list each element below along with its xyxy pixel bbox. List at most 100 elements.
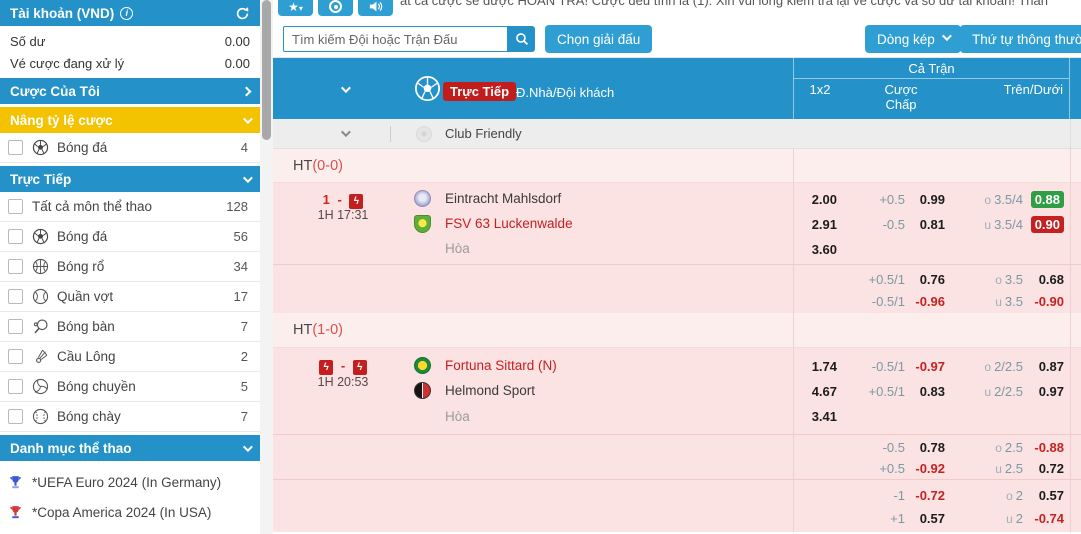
odd-under[interactable]: 0.90 <box>1023 216 1070 234</box>
my-bets-bar[interactable]: Cược Của Tôi <box>0 78 260 104</box>
sidebar-item-table-tennis[interactable]: Bóng bàn 7 <box>0 312 260 342</box>
odd-1x2[interactable]: 2.00 <box>811 192 837 207</box>
odd-1x2[interactable]: 2.91 <box>811 217 837 232</box>
double-line-button[interactable]: Dòng kép <box>865 25 961 53</box>
league-row[interactable]: Club Friendly <box>273 119 1081 149</box>
choose-league-label: Chọn giải đấu <box>557 31 641 47</box>
checkbox[interactable] <box>8 140 23 155</box>
odd-under[interactable]: -0.90 <box>1034 294 1064 309</box>
search-icon <box>515 32 529 46</box>
home-team-name[interactable]: Fortuna Sittard (N) <box>445 358 557 373</box>
item-label: Bóng bàn <box>57 319 115 334</box>
search-button[interactable] <box>508 26 535 52</box>
home-team-badge <box>414 190 431 207</box>
boost-item-soccer[interactable]: Bóng đá 4 <box>0 133 260 163</box>
odd-1x2[interactable]: 3.60 <box>811 242 837 257</box>
my-bets-label: Cược Của Tôi <box>10 83 100 99</box>
odd-1x2[interactable]: 3.41 <box>811 409 837 424</box>
checkbox[interactable] <box>8 259 23 274</box>
odd-handicap[interactable]: 0.83 <box>919 384 945 399</box>
checkbox[interactable] <box>8 409 23 424</box>
live-header-bar[interactable]: Trực Tiếp <box>0 166 260 192</box>
info-button[interactable] <box>318 0 353 16</box>
ou-line: o 2/2.5 <box>984 359 1023 374</box>
sidebar-item-baseball[interactable]: Bóng chày 7 <box>0 402 260 432</box>
search-input[interactable] <box>283 26 508 52</box>
item-count: 17 <box>233 289 248 304</box>
pending-label: Vé cược đang xử lý <box>10 55 125 71</box>
odd-handicap[interactable]: 0.76 <box>919 272 945 287</box>
favorites-button[interactable]: ★▾ <box>278 0 313 16</box>
tennis-icon <box>32 288 50 305</box>
checkbox[interactable] <box>8 379 23 394</box>
checkbox[interactable] <box>8 289 23 304</box>
chevron-right-icon <box>241 86 252 96</box>
away-team-name[interactable]: Helmond Sport <box>445 383 536 398</box>
col-over-under-header: Trên/Dưới <box>1003 82 1063 97</box>
odd-over[interactable]: -0.88 <box>1034 440 1064 455</box>
odds-line: 4.67 +0.5/1 0.83 u 2/2.5 0.97 <box>793 383 1070 401</box>
odd-handicap[interactable]: 0.57 <box>919 511 945 526</box>
balance-value: 0.00 <box>224 33 250 49</box>
odd-handicap[interactable]: 0.78 <box>919 440 945 455</box>
collapse-all-icon[interactable] <box>340 83 351 94</box>
odd-handicap[interactable]: -0.92 <box>915 461 945 476</box>
odd-handicap[interactable]: -0.96 <box>915 294 945 309</box>
odd-over[interactable]: 0.88 <box>1023 191 1070 209</box>
refresh-icon[interactable] <box>235 6 250 21</box>
scrollbar-thumb[interactable] <box>262 0 271 140</box>
boost-item-label: Bóng đá <box>57 140 108 155</box>
ou-line: u 2.5 <box>995 461 1023 476</box>
sidebar-item-basketball[interactable]: Bóng rổ 34 <box>0 252 260 282</box>
league-name: Club Friendly <box>445 126 522 141</box>
checkbox[interactable] <box>8 229 23 244</box>
live-badge: Trực Tiếp <box>443 82 517 101</box>
odds-line: +0.5 -0.92 u 2.5 0.72 <box>793 460 1070 478</box>
star-icon: ★▾ <box>288 0 303 14</box>
match-score: ϟ - ϟ <box>273 358 413 375</box>
ou-line: u 3.5 <box>995 294 1023 309</box>
odd-under[interactable]: 0.97 <box>1038 384 1064 399</box>
sort-order-button[interactable]: Thứ tự thông thườ <box>960 25 1081 53</box>
chevron-down-icon <box>340 127 351 138</box>
checkbox[interactable] <box>8 319 23 334</box>
odd-1x2[interactable]: 1.74 <box>811 359 837 374</box>
odd-handicap[interactable]: -0.97 <box>915 359 945 374</box>
sidebar-item-soccer[interactable]: Bóng đá 56 <box>0 222 260 252</box>
odd-handicap[interactable]: -0.72 <box>915 488 945 503</box>
sidebar-item-all-sports[interactable]: Tất cả môn thể thao 128 <box>0 192 260 222</box>
sidebar-item-copa-america[interactable]: *Copa America 2024 (In USA) <box>0 497 260 527</box>
sort-order-label: Thứ tự thông thườ <box>972 31 1081 47</box>
boost-bar[interactable]: Nâng tỷ lệ cược <box>0 107 260 133</box>
handicap-line: +0.5/1 <box>868 272 905 287</box>
odd-over[interactable]: 0.87 <box>1038 359 1064 374</box>
volleyball-icon <box>32 378 50 395</box>
odd-over[interactable]: 0.68 <box>1038 272 1064 287</box>
account-title: Tài khoản (VND) <box>10 5 115 21</box>
soccer-icon <box>32 139 50 156</box>
away-team-name[interactable]: FSV 63 Luckenwalde <box>445 216 573 231</box>
checkbox[interactable] <box>8 199 23 214</box>
odd-handicap[interactable]: 0.99 <box>919 192 945 207</box>
match-time: 1H 17:31 <box>317 208 369 222</box>
odds-header: Cả Trận 1x2 Cược Chấp Trên/Dưới <box>793 58 1070 119</box>
category-header-bar[interactable]: Danh mục thể thao <box>0 435 260 461</box>
choose-league-button[interactable]: Chọn giải đấu <box>545 25 653 53</box>
double-line-label: Dòng kép <box>877 31 935 47</box>
scrollbar-track[interactable] <box>260 0 273 534</box>
odd-under[interactable]: 0.72 <box>1038 461 1064 476</box>
sidebar-item-tennis[interactable]: Quần vợt 17 <box>0 282 260 312</box>
odd-under[interactable]: -0.74 <box>1034 511 1064 526</box>
checkbox[interactable] <box>8 349 23 364</box>
sidebar-item-volleyball[interactable]: Bóng chuyền 5 <box>0 372 260 402</box>
odds-line: 3.60 <box>793 241 1070 258</box>
announcement-button[interactable] <box>358 0 393 16</box>
info-icon[interactable]: i <box>120 6 134 20</box>
sidebar-item-badminton[interactable]: Cầu Lông 2 <box>0 342 260 372</box>
odd-handicap[interactable]: 0.81 <box>919 217 945 232</box>
home-team-name[interactable]: Eintracht Mahlsdorf <box>445 191 562 206</box>
sidebar-item-uefa-euro[interactable]: *UEFA Euro 2024 (In Germany) <box>0 467 260 497</box>
odd-1x2[interactable]: 4.67 <box>811 384 837 399</box>
odd-over[interactable]: 0.57 <box>1038 488 1064 503</box>
